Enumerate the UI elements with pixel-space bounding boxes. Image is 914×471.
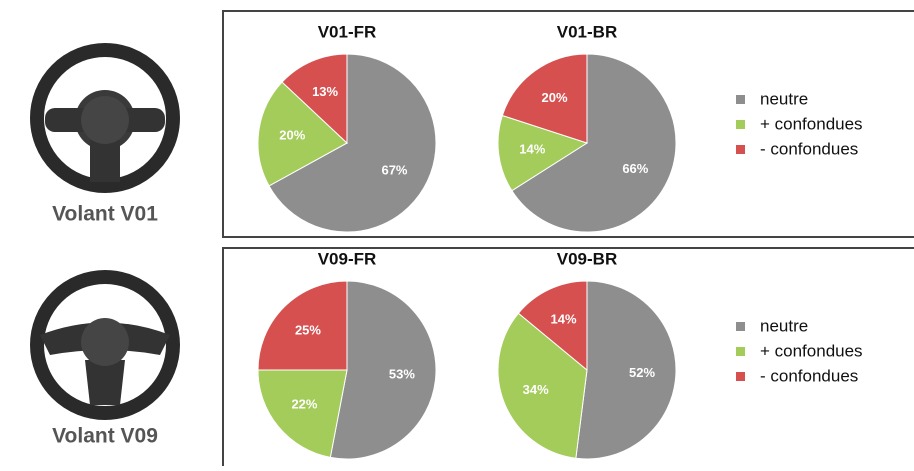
data-label: 20% xyxy=(279,128,305,143)
legend-swatch xyxy=(736,120,745,129)
pie-slice xyxy=(257,81,348,187)
data-label: 14% xyxy=(550,312,576,327)
panel-frame xyxy=(222,247,914,471)
pie-slice xyxy=(575,280,677,460)
pie-slice xyxy=(511,53,677,233)
data-label: 66% xyxy=(622,161,648,176)
wheel-icon xyxy=(30,270,180,420)
pie-title: V01-BR xyxy=(557,22,617,41)
data-label: 52% xyxy=(629,365,655,380)
legend-label: neutre xyxy=(760,89,808,108)
legend-swatch xyxy=(736,322,745,331)
data-label: 22% xyxy=(291,397,317,412)
legend-label: + confondues xyxy=(760,114,863,133)
data-label: 14% xyxy=(519,141,545,156)
legend-label: + confondues xyxy=(760,341,863,360)
pie-slice xyxy=(497,312,588,459)
data-label: 34% xyxy=(523,382,549,397)
legend-label: - confondues xyxy=(760,139,858,158)
pie-title: V01-FR xyxy=(318,22,377,41)
pie-slice xyxy=(329,280,437,460)
data-label: 13% xyxy=(312,84,338,99)
pie-slice xyxy=(257,369,348,459)
wheel-icon xyxy=(30,43,180,193)
pie-title: V09-FR xyxy=(318,249,377,268)
panel-frame xyxy=(222,10,914,238)
wheel-label: Volant V01 xyxy=(52,203,158,226)
pie-slice xyxy=(281,53,348,145)
data-label: 20% xyxy=(542,90,568,105)
pie-slice xyxy=(268,53,437,233)
legend-swatch xyxy=(736,372,745,381)
wheel-label: Volant V09 xyxy=(52,425,158,448)
pie-slice xyxy=(517,280,588,372)
pie-slice xyxy=(501,53,588,144)
legend-swatch xyxy=(736,145,745,154)
data-label: 25% xyxy=(295,322,321,337)
legend-label: neutre xyxy=(760,316,808,335)
legend-swatch xyxy=(736,347,745,356)
legend-swatch xyxy=(736,95,745,104)
pie-slice xyxy=(497,114,589,192)
pie-slice xyxy=(257,280,348,371)
pie-title: V09-BR xyxy=(557,249,617,268)
data-label: 67% xyxy=(381,163,407,178)
data-label: 53% xyxy=(389,367,415,382)
legend-label: - confondues xyxy=(760,366,858,385)
